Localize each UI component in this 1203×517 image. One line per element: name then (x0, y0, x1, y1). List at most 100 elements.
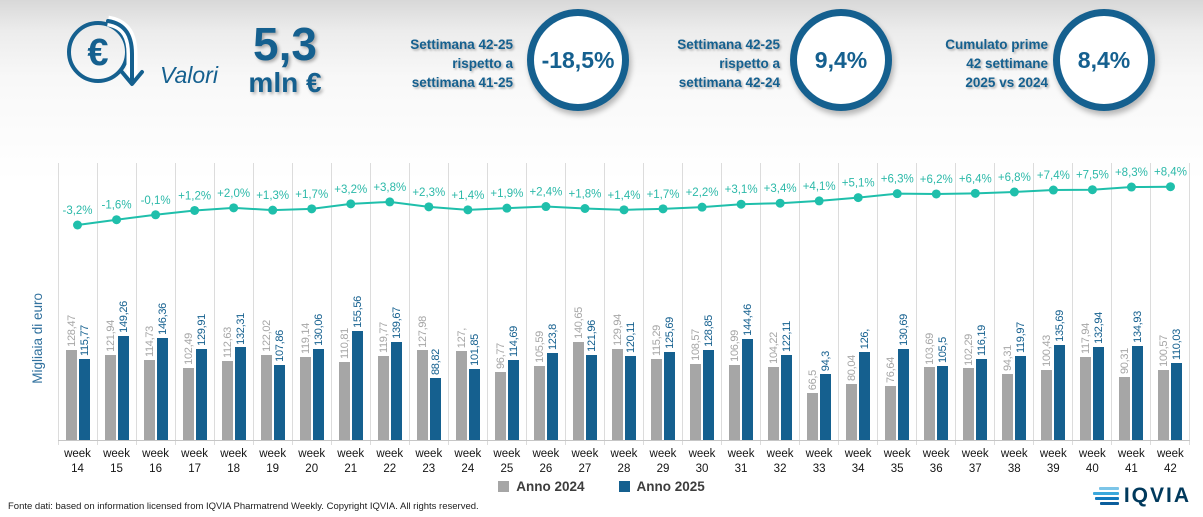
bar-anno-2025-week-41: 134,93 (1132, 311, 1144, 440)
x-tick-week-39: week 39 (1039, 448, 1067, 475)
bar-value-label: 134,93 (1131, 310, 1144, 343)
line-point-label: +6,4% (959, 173, 992, 185)
line-point-label: +6,3% (881, 174, 914, 186)
bar-value-label: 121,96 (585, 319, 598, 352)
x-tick-week-37: week 37 (961, 448, 989, 475)
bar-value-label: 155,56 (351, 296, 364, 329)
bar-value-label: 66,5 (806, 370, 819, 391)
week-column-23: 127,98 88,82 (409, 163, 448, 445)
line-point-label: +7,4% (1037, 170, 1070, 182)
bar-anno-2024-week-41: 90,31 (1119, 348, 1131, 440)
bar-anno-2025-week-17: 129,91 (196, 314, 208, 440)
bar-value-label: 122,11 (780, 320, 793, 352)
line-point-label: +3,1% (725, 184, 758, 196)
cumulative-line-chart: -3,2% -1,6% -0,1% +1,2% +2,0% +1,3% +1,7% +3,2%… (62, 167, 1187, 230)
bar-anno-2025-week-31: 144,46 (742, 304, 754, 440)
bar-anno-2024-week-42: 100,57 (1158, 335, 1170, 440)
bar-anno-2025-week-33: 94,3 (820, 351, 832, 440)
line-point-week-20 (307, 204, 317, 214)
badge-cumulative-value: 8,4% (1053, 9, 1155, 111)
bar-anno-2025-week-20: 130,06 (313, 314, 325, 440)
x-tick-week-15: week 15 (103, 448, 130, 475)
bar-anno-2024-week-34: 80,04 (846, 355, 858, 440)
bar-value-label: 119,97 (1014, 322, 1027, 354)
bar-anno-2025-week-35: 130,69 (898, 314, 910, 440)
week-column-24: 127, 101,85 (448, 163, 487, 445)
bar-value-label: 128,85 (702, 314, 715, 347)
bar-value-label: 100,57 (1157, 334, 1170, 367)
y-axis-label: Migliaia di euro (30, 293, 45, 384)
bar-group: 90,31 134,93 (1119, 311, 1144, 440)
x-tick-week-23: week 23 (415, 448, 443, 475)
week-column-34: 80,04 126, (838, 163, 877, 445)
bar-anno-2025-week-21: 155,56 (352, 296, 364, 440)
line-point-week-14 (73, 220, 83, 230)
bar-anno-2025-week-24: 101,85 (469, 334, 481, 440)
euro-circle-down-arrow-icon: € (67, 15, 144, 86)
x-tick-week-40: week 40 (1078, 448, 1106, 475)
bar-value-label: 121,94 (104, 319, 117, 352)
line-point-week-23 (424, 202, 434, 212)
bar-group: 96,77 114,69 (495, 326, 520, 440)
bar-group: 106,99 144,46 (729, 304, 754, 440)
line-point-label: +1,8% (568, 189, 601, 201)
iqvia-logo: IQVIA (1092, 484, 1191, 508)
line-point-label: -3,2% (62, 205, 92, 217)
bar-anno-2025-week-22: 139,67 (391, 307, 403, 440)
bar-value-label: 115,77 (78, 324, 91, 356)
kpi-value: 5,3 (253, 18, 317, 70)
bar-anno-2024-week-32: 104,22 (768, 332, 780, 440)
line-point-week-40 (1087, 185, 1097, 195)
line-point-week-27 (580, 204, 590, 213)
bar-value-label: 104,22 (767, 332, 780, 365)
bar-value-label: 112,63 (221, 327, 234, 359)
line-point-label: +8,4% (1154, 167, 1187, 179)
badge-cumulative-label: Cumulato prime 42 settimane 2025 vs 2024 (945, 37, 1048, 90)
bar-value-label: 146,36 (156, 302, 169, 335)
bar-anno-2024-week-20: 119,14 (300, 323, 312, 440)
line-point-label: +1,2% (178, 190, 211, 202)
line-point-week-33 (814, 196, 824, 206)
bar-value-label: 149,26 (117, 300, 130, 333)
bar-value-label: 120,11 (624, 321, 637, 353)
line-point-label: +2,4% (529, 187, 562, 199)
bar-value-label: 132,31 (234, 312, 247, 345)
bar-group: 105,59 123,8 (534, 324, 559, 440)
line-point-label: +2,2% (686, 187, 719, 199)
week-column-42: 100,57 110,03 (1150, 163, 1190, 445)
bar-anno-2024-week-33: 66,5 (807, 370, 819, 440)
bar-value-label: 116,19 (975, 324, 988, 356)
bar-anno-2024-week-29: 115,29 (651, 325, 663, 440)
line-point-label: +1,7% (295, 189, 328, 201)
week-column-22: 119,77 139,67 (370, 163, 409, 445)
bar-value-label: 117,94 (1079, 323, 1092, 355)
bar-value-label: 110,03 (1170, 328, 1183, 360)
bar-anno-2024-week-37: 102,29 (963, 334, 975, 440)
bar-anno-2024-week-23: 127,98 (417, 316, 429, 440)
bar-anno-2025-week-32: 122,11 (781, 321, 793, 440)
line-point-week-36 (931, 189, 941, 199)
bar-group: 127,98 88,82 (417, 316, 442, 440)
x-tick-week-28: week 28 (610, 448, 638, 475)
x-tick-week-25: week 25 (493, 448, 521, 475)
bar-anno-2025-week-30: 128,85 (703, 315, 715, 440)
line-point-label: -0,1% (141, 195, 171, 207)
bar-value-label: 103,69 (923, 332, 936, 365)
bar-group: 108,57 128,85 (690, 315, 715, 440)
legend-swatch-2024 (498, 481, 510, 492)
bar-anno-2024-week-16: 114,73 (144, 326, 156, 440)
iqvia-logo-text: IQVIA (1123, 484, 1191, 507)
svg-text:€: € (87, 32, 108, 74)
bar-group: 140,65 121,96 (573, 307, 598, 440)
bar-group: 94,31 119,97 (1002, 322, 1027, 440)
bar-anno-2025-week-40: 132,94 (1093, 312, 1105, 440)
line-point-label: +1,4% (451, 190, 484, 202)
line-point-week-39 (1048, 185, 1058, 195)
line-point-label: +7,5% (1076, 170, 1109, 182)
bar-anno-2024-week-39: 100,43 (1041, 335, 1053, 440)
line-point-week-35 (892, 189, 902, 199)
bar-value-label: 90,31 (1118, 347, 1131, 374)
bar-anno-2024-week-28: 129,94 (612, 314, 624, 440)
line-point-label: +2,0% (217, 188, 250, 200)
